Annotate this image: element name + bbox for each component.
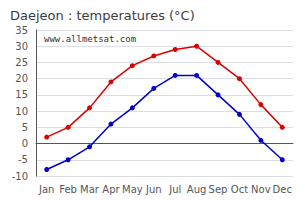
svg-text:Daejeon : temperatures (°C): Daejeon : temperatures (°C) [10,8,195,23]
svg-text:Feb: Feb [59,184,77,195]
svg-text:-10: -10 [12,171,28,182]
svg-text:Mar: Mar [80,184,100,195]
svg-text:Apr: Apr [102,184,120,195]
svg-text:Nov: Nov [251,184,271,195]
svg-text:0: 0 [22,138,28,149]
svg-text:-5: -5 [18,154,28,165]
svg-text:10: 10 [15,106,28,117]
svg-text:www.allmetsat.com: www.allmetsat.com [44,34,136,44]
svg-text:25: 25 [15,57,28,68]
svg-text:Sep: Sep [209,184,228,195]
svg-text:35: 35 [15,25,28,36]
svg-text:5: 5 [22,122,28,133]
svg-text:20: 20 [15,73,28,84]
svg-text:Jan: Jan [38,184,54,195]
svg-text:30: 30 [15,41,28,52]
svg-text:Jun: Jun [145,184,162,195]
svg-text:15: 15 [15,89,28,100]
svg-text:Aug: Aug [187,184,207,195]
svg-text:Oct: Oct [231,184,248,195]
svg-text:Jul: Jul [168,184,181,195]
svg-text:Dec: Dec [273,184,292,195]
svg-text:May: May [122,184,143,195]
